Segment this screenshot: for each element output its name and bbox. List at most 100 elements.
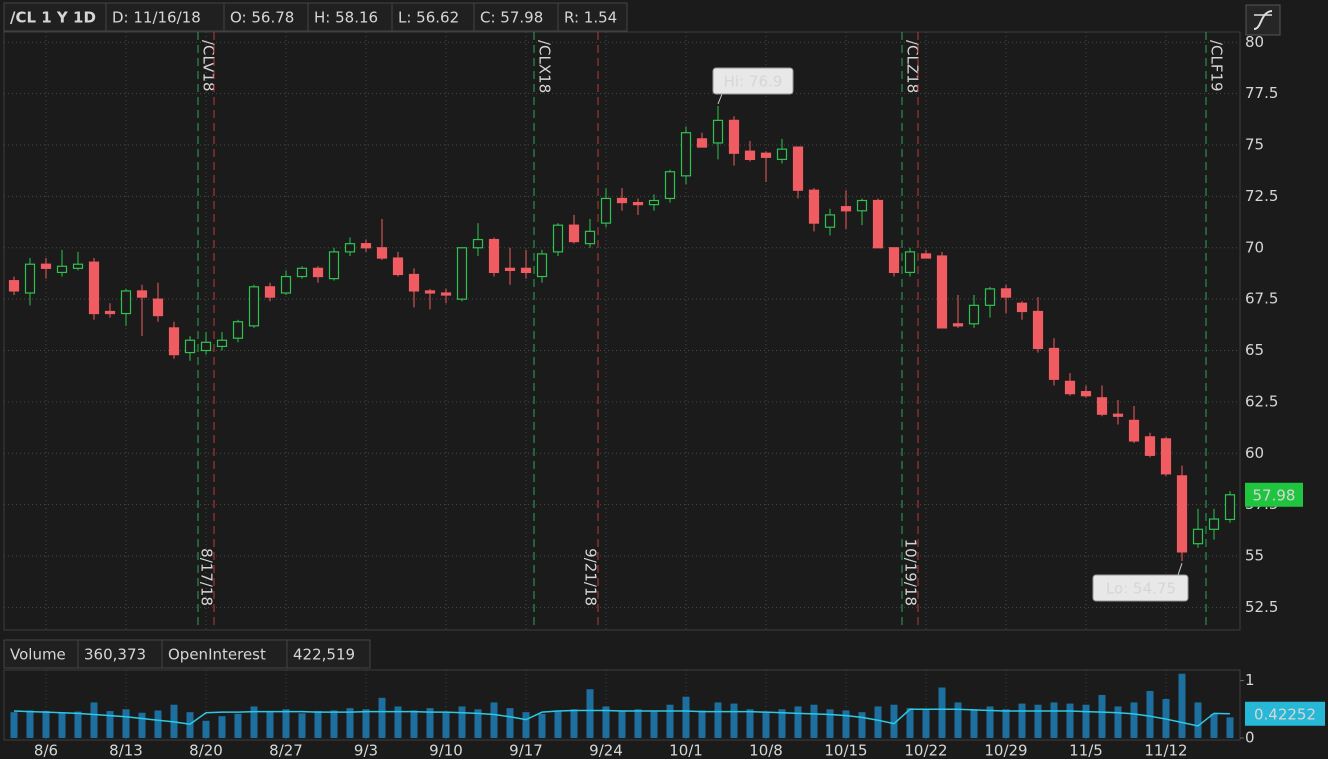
volume-bar [250,706,258,738]
volume-bar [282,709,290,738]
volume-bar [858,712,866,738]
candle-body [328,251,340,280]
candle-body [744,150,756,161]
candle-body [584,230,596,245]
candle-body [696,138,708,148]
volume-bar [730,703,738,738]
candle-body [904,251,916,274]
volume-bar [410,710,418,738]
header-text: R: 1.54 [564,9,617,27]
candle-body [792,146,804,191]
last-price-label: 57.98 [1253,486,1296,504]
volume-bar [906,708,914,738]
candle-body [920,253,932,259]
volume-bar [346,708,354,738]
candle-body [856,199,868,212]
y-tick-label: 77.5 [1245,84,1278,102]
candle-body [776,148,788,161]
expiry-date: 10/19/18 [902,539,920,606]
expiry-symbol: /CLF19 [1208,40,1226,92]
volume-bar [106,711,114,738]
candle-body [104,310,116,315]
legend-cell [77,639,163,669]
expiry-date: 9/21/18 [582,548,600,606]
last-price-tag [1245,482,1303,507]
volume-bar [938,687,946,738]
y-tick-label: 55 [1245,547,1264,565]
volume-bar [762,712,770,738]
header-cell [105,2,225,32]
candle-body [184,339,196,354]
expiry-date: 8/17/18 [198,548,216,606]
volume-bar [42,711,50,738]
hi-label: Hi: 76.9 [724,73,783,91]
x-tick-label: 10/8 [749,742,783,759]
volume-bar [954,702,962,738]
legend-cell [161,639,288,669]
candle-body [600,197,612,224]
legend-readout: 422,519 [293,646,355,664]
candle-body [1016,302,1028,313]
candle-body [712,119,724,144]
lo-label: Lo: 54.75 [1106,580,1176,598]
candle-body [472,238,484,249]
candle-body [1144,436,1156,456]
candle-body [24,263,36,294]
volume-bar [922,709,930,738]
x-tick-label: 9/10 [429,742,463,759]
volume-bar [1194,702,1202,738]
y-tick-label: 52.5 [1245,598,1278,616]
volume-bar [1034,704,1042,738]
oi-tag [1245,701,1325,726]
volume-bar [634,709,642,738]
volume-bar [698,710,706,738]
y-tick-label: 62.5 [1245,392,1278,410]
header-cell [473,2,559,32]
x-tick-label: 10/15 [824,742,867,759]
volume-bar [970,709,978,738]
candle-body [888,247,900,274]
header-text: /CL 1 Y 1D [10,9,96,27]
volume-bar [442,712,450,738]
y-tick-label: 0 [1245,729,1255,747]
x-tick-label: 11/5 [1069,742,1103,759]
icon-curve [1253,10,1273,30]
candle-body [1048,347,1060,380]
candle-body [56,265,68,274]
oi-last-label: 0.42252 [1254,705,1316,723]
candle-body [680,132,692,177]
volume-bar [218,716,226,738]
x-tick-label: 10/29 [984,742,1027,759]
callout-pointer [717,93,723,105]
candle-body [1224,494,1236,521]
volume-bar [506,708,514,738]
volume-bar [90,702,98,738]
candle-body [392,257,404,276]
volume-bar [746,709,754,738]
y-tick-label: 1 [1245,671,1255,689]
icon-box[interactable] [1245,4,1281,36]
volume-bar [330,710,338,738]
y-tick-label: 75 [1245,136,1264,154]
volume-bar [1210,713,1218,738]
volume-panel [3,669,1241,741]
candle-body [296,267,308,278]
candle-body [568,224,580,243]
header-text: O: 56.78 [230,9,294,27]
volume-bar [26,710,34,738]
candle-body [648,199,660,206]
header-text: H: 58.16 [314,9,378,27]
header-cell [307,2,393,32]
candle-body [88,261,100,315]
candle-body [376,247,388,259]
volume-bar [58,712,66,738]
candle-body [216,339,228,348]
volume-bar [666,704,674,738]
volume-bar [1098,694,1106,738]
x-tick-label: 9/3 [354,742,378,759]
candle-body [424,290,436,294]
candle-body [984,288,996,306]
volume-bar [186,712,194,738]
y-tick-label: 65 [1245,341,1264,359]
style-icon[interactable] [1245,4,1281,36]
